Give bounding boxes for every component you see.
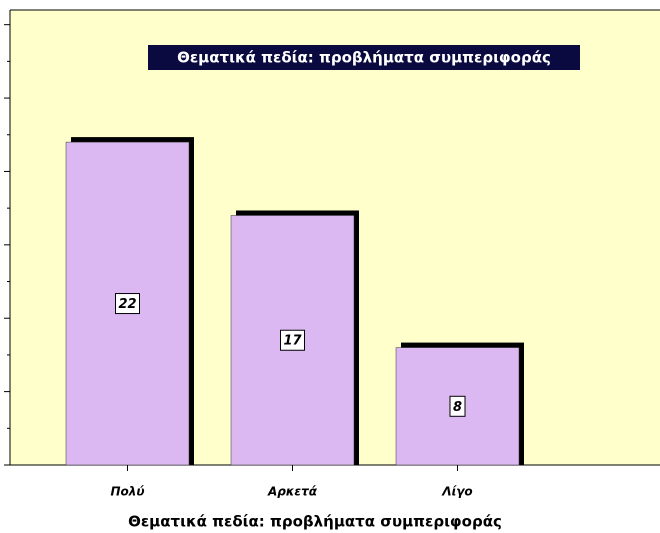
chart-title: Θεματικά πεδία: προβλήματα συμπεριφοράς xyxy=(177,49,551,67)
title-box xyxy=(148,45,580,70)
x-axis-title: Θεματικά πεδία: προβλήματα συμπεριφοράς xyxy=(128,513,502,531)
value-label: 8 xyxy=(453,400,462,415)
x-tick-label: Πολύ xyxy=(111,485,145,499)
value-label: 17 xyxy=(283,334,302,349)
x-tick-label: Λίγο xyxy=(441,485,472,499)
value-label-box xyxy=(449,395,466,417)
value-label: 22 xyxy=(118,297,136,312)
x-tick-label: Αρκετά xyxy=(267,485,318,499)
value-label-box xyxy=(115,293,140,315)
value-label-box xyxy=(280,329,305,351)
